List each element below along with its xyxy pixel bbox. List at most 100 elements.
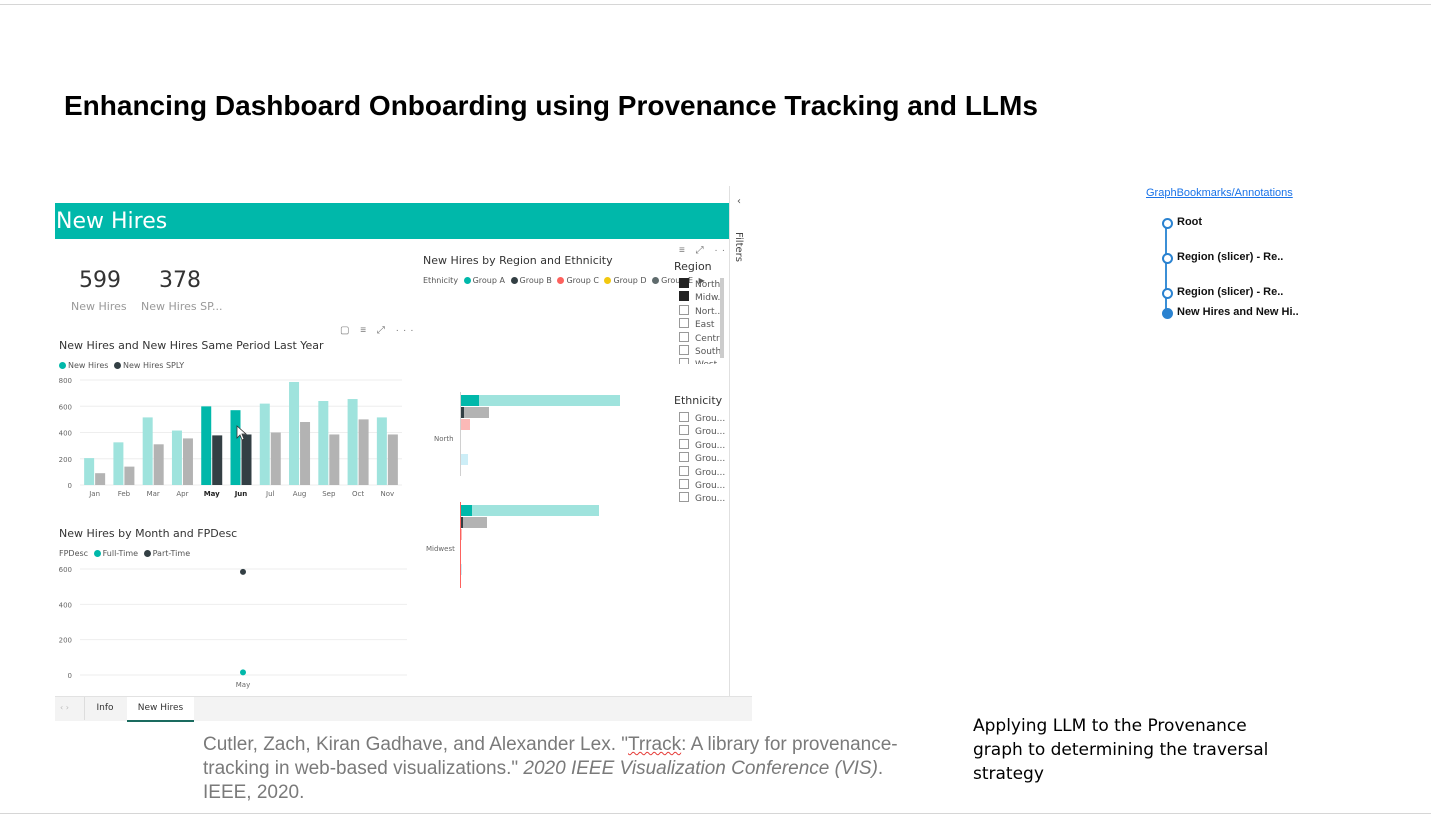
category-label-north: North: [434, 435, 454, 443]
bar-new-hires-apr[interactable]: [171, 430, 182, 485]
bar-sply-mar[interactable]: [153, 444, 164, 485]
bar-north-group-e[interactable]: [460, 454, 468, 465]
bar-new-hires-sep[interactable]: [318, 401, 329, 485]
scatter-plot[interactable]: 0 200 400 600 May: [55, 560, 415, 690]
provenance-node-icon[interactable]: [1162, 253, 1173, 264]
checkbox-icon[interactable]: [679, 452, 689, 463]
bar-sply-oct[interactable]: [358, 419, 369, 485]
point-full-time[interactable]: [240, 669, 246, 676]
legend-dot-sply: [113, 362, 121, 369]
region-bar-plot[interactable]: North Midwest: [420, 380, 670, 600]
checkbox-icon[interactable]: [679, 465, 689, 476]
legend-part-time: Part-Time: [152, 549, 191, 558]
region-slicer-item[interactable]: West: [679, 358, 723, 364]
filters-pane-label[interactable]: Filters: [733, 232, 744, 262]
bar-north-group-b[interactable]: [460, 407, 464, 418]
banner-title: New Hires: [56, 209, 168, 234]
tab-new-hires[interactable]: New Hires: [127, 697, 194, 722]
legend-group-d: Group D: [613, 276, 647, 285]
mouse-cursor-icon: [236, 425, 248, 441]
bar-new-hires-may[interactable]: [201, 406, 212, 485]
provenance-node-icon[interactable]: [1162, 218, 1173, 229]
legend-full-time: Full-Time: [102, 549, 139, 558]
visual-header-icons[interactable]: ▢ ≡ ⤢ ···: [340, 325, 418, 336]
region-slicer-item[interactable]: Midw...: [679, 291, 723, 304]
provenance-node-label[interactable]: Region (slicer) - Re..: [1177, 286, 1284, 298]
bar-midwest-group-a-sply[interactable]: [460, 505, 599, 516]
bar-new-hires-jan[interactable]: [84, 458, 95, 485]
bar-north-group-b-sply[interactable]: [460, 407, 489, 418]
region-slicer-item-label: Nort...: [695, 306, 723, 317]
bar-new-hires-feb[interactable]: [113, 442, 124, 485]
region-slicer-item[interactable]: Centra: [679, 331, 723, 345]
graph-bookmarks-link[interactable]: GraphBookmarks/Annotations: [1146, 187, 1293, 199]
bar-north-group-c[interactable]: [460, 419, 470, 430]
checkbox-icon[interactable]: [679, 304, 689, 315]
bar-chart-plot[interactable]: 0 200 400 600 800 Jan Feb Mar Apr May Jun Jul Aug Sep…: [55, 372, 405, 502]
region-visual-icons[interactable]: ≡ ⤢ ···: [679, 245, 737, 256]
bar-new-hires-nov[interactable]: [376, 417, 387, 485]
point-part-time[interactable]: [240, 568, 246, 575]
checkbox-icon[interactable]: [679, 358, 689, 364]
bar-new-hires-jul[interactable]: [259, 403, 270, 485]
checkbox-icon[interactable]: [679, 412, 689, 422]
checkbox-icon[interactable]: [679, 478, 689, 489]
ethnicity-slicer-item[interactable]: Grou...: [679, 425, 727, 438]
bar-sply-jul[interactable]: [270, 432, 281, 486]
bar-midwest-group-b[interactable]: [460, 517, 463, 528]
ethnicity-slicer-item[interactable]: Grou...: [679, 478, 727, 492]
bar-sply-sep[interactable]: [329, 434, 340, 485]
checkbox-icon[interactable]: [679, 291, 689, 302]
provenance-node-label[interactable]: Root: [1177, 216, 1203, 228]
provenance-node-label[interactable]: Region (slicer) - Re..: [1177, 251, 1284, 263]
region-slicer-scrollbar[interactable]: [720, 278, 724, 358]
ethnicity-slicer-item[interactable]: Grou...: [679, 412, 727, 425]
legend-group-c: Group C: [566, 276, 599, 285]
region-slicer-item[interactable]: Nort...: [679, 304, 723, 318]
bar-new-hires-aug[interactable]: [289, 381, 300, 485]
provenance-node-label[interactable]: New Hires and New Hi..: [1177, 306, 1299, 318]
provenance-graph-panel: [752, 186, 1297, 721]
bar-new-hires-oct[interactable]: [347, 399, 358, 485]
checkbox-icon[interactable]: [679, 438, 689, 449]
provenance-edge-line: [1165, 223, 1167, 315]
bar-sply-nov[interactable]: [387, 434, 398, 485]
collapse-chevron-icon[interactable]: ‹: [737, 196, 741, 207]
provenance-node-icon[interactable]: [1162, 288, 1173, 299]
checkbox-icon[interactable]: [679, 318, 689, 329]
y-tick-label: 800: [59, 377, 72, 385]
ethnicity-slicer-item[interactable]: Grou...: [679, 492, 727, 505]
bar-midwest-group-a[interactable]: [460, 505, 472, 516]
region-slicer-item[interactable]: East: [679, 318, 723, 331]
legend-next-icon[interactable]: ▶: [698, 276, 705, 285]
category-label-midwest: Midwest: [426, 545, 455, 553]
bar-north-group-a-sply[interactable]: [460, 395, 620, 406]
bar-sply-may[interactable]: [212, 435, 223, 485]
checkbox-icon[interactable]: [679, 492, 689, 503]
checkbox-icon[interactable]: [679, 425, 689, 436]
checkbox-icon[interactable]: [679, 331, 689, 342]
bar-sply-jan[interactable]: [95, 473, 106, 485]
bar-sply-jun[interactable]: [241, 434, 252, 485]
ethnicity-slicer-item[interactable]: Grou...: [679, 452, 727, 465]
bar-midwest-group-b-sply[interactable]: [460, 517, 487, 528]
bar-new-hires-jun[interactable]: [230, 410, 241, 485]
x-tick-label: Sep: [322, 490, 336, 498]
bar-sply-aug[interactable]: [300, 422, 311, 485]
checkbox-icon[interactable]: [679, 278, 689, 288]
region-slicer-item[interactable]: South: [679, 344, 723, 358]
bottom-divider: [0, 813, 1431, 814]
checkbox-icon[interactable]: [679, 344, 689, 355]
tab-info[interactable]: Info: [96, 703, 114, 713]
bar-sply-feb[interactable]: [124, 466, 135, 485]
provenance-current-node-icon[interactable]: [1162, 308, 1173, 319]
bar-north-group-a[interactable]: [460, 395, 479, 406]
ethnicity-slicer-item[interactable]: Grou...: [679, 465, 727, 479]
region-slicer-item[interactable]: North: [679, 278, 723, 291]
legend-group-b: Group B: [519, 276, 552, 285]
bar-new-hires-mar[interactable]: [142, 417, 153, 485]
bar-sply-apr[interactable]: [182, 438, 193, 485]
tab-scroll-arrows-icon[interactable]: ‹ ›: [60, 703, 69, 712]
region-slicer-list: North Midw... Nort... East Centra South West: [679, 278, 723, 364]
ethnicity-slicer-item[interactable]: Grou...: [679, 438, 727, 452]
